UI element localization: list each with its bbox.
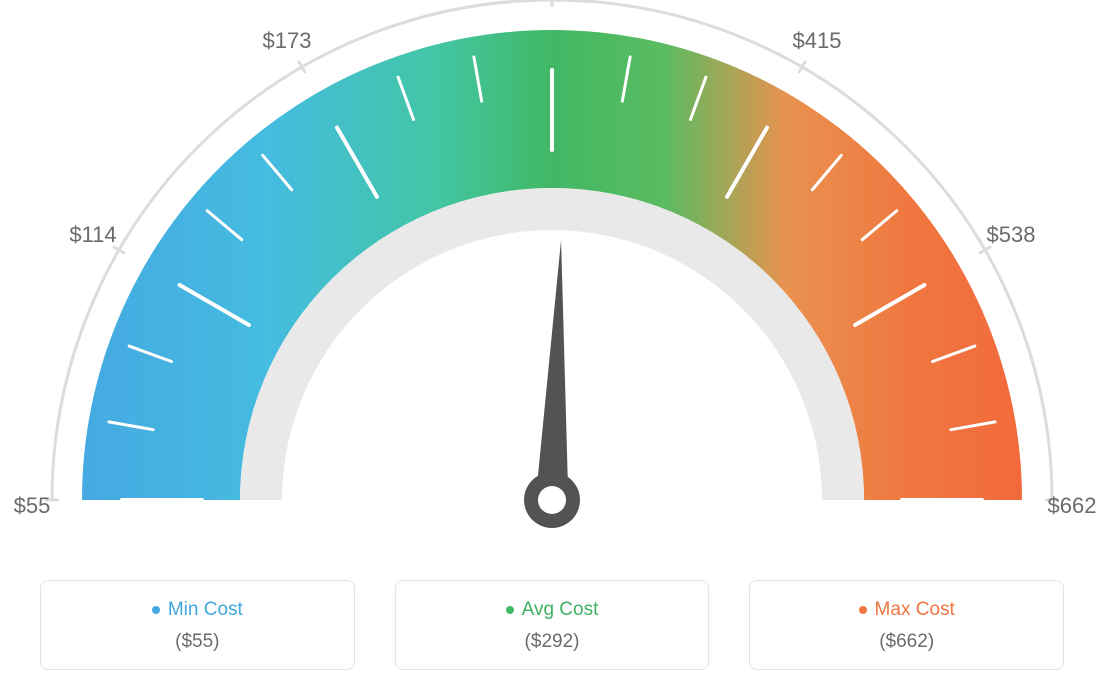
needle-hub-hole <box>538 486 566 514</box>
legend-card: Min Cost ($55) <box>40 580 355 670</box>
legend-value: ($55) <box>51 631 344 653</box>
gauge-chart: $55$114$173$292$415$538$662 <box>0 0 1104 560</box>
legend-title-text: Avg Cost <box>522 599 599 621</box>
legend-value: ($292) <box>406 631 699 653</box>
legend-title-text: Max Cost <box>875 599 955 621</box>
legend-title: Avg Cost <box>506 599 599 621</box>
gauge-scale-label: $114 <box>69 222 116 248</box>
legend-title: Min Cost <box>152 599 243 621</box>
legend-value: ($662) <box>760 631 1053 653</box>
legend-dot-icon <box>859 606 867 614</box>
gauge-svg <box>0 0 1104 560</box>
gauge-scale-label: $173 <box>263 28 312 54</box>
legend-title: Max Cost <box>859 599 955 621</box>
gauge-scale-label: $55 <box>14 493 51 519</box>
gauge-scale-label: $415 <box>793 28 842 54</box>
legend-dot-icon <box>152 606 160 614</box>
legend-title-text: Min Cost <box>168 599 243 621</box>
gauge-scale-label: $538 <box>987 222 1036 248</box>
legend-dot-icon <box>506 606 514 614</box>
legend-row: Min Cost ($55) Avg Cost ($292) Max Cost ($662… <box>0 580 1104 670</box>
gauge-scale-label: $662 <box>1048 493 1097 519</box>
legend-card: Max Cost ($662) <box>749 580 1064 670</box>
gauge-needle <box>535 240 568 503</box>
legend-card: Avg Cost ($292) <box>395 580 710 670</box>
